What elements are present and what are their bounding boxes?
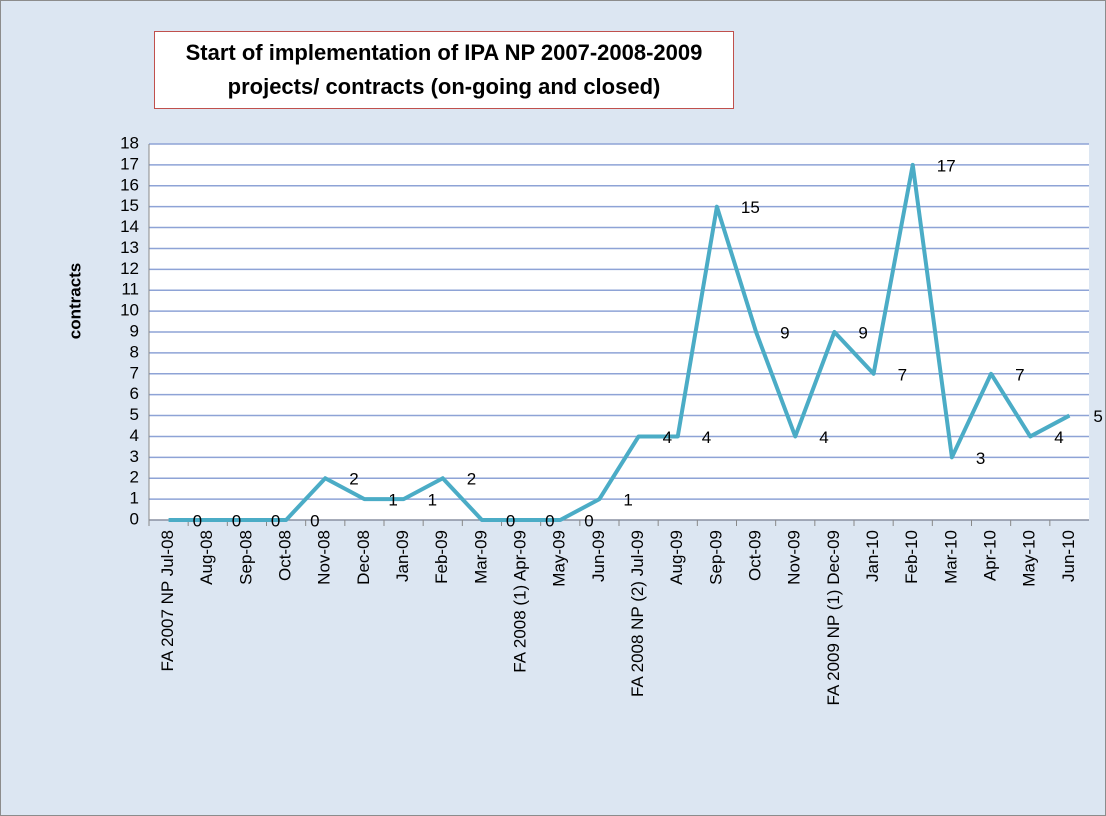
data-label: 9 [780,323,789,342]
x-tick-label: Jun-09 [589,530,608,582]
data-label: 5 [1093,407,1102,426]
y-tick-label: 17 [120,154,139,173]
x-tick-label: FA 2009 NP (1) Dec-09 [824,530,843,705]
data-label: 7 [1015,365,1024,384]
data-label: 2 [349,470,358,489]
y-tick-label: 12 [120,259,139,278]
data-label: 0 [232,511,241,530]
x-tick-label: FA 2008 NP (2) Jul-09 [628,530,647,697]
data-label: 0 [193,511,202,530]
y-tick-label: 11 [121,280,139,299]
chart-title: Start of implementation of IPA NP 2007-2… [154,31,734,109]
x-tick-label: Nov-09 [785,530,804,585]
data-label: 1 [388,491,397,510]
x-tick-label: Feb-09 [432,530,451,584]
x-tick-label: FA 2007 NP Jul-08 [158,530,177,671]
y-tick-label: 8 [130,342,139,361]
x-tick-label: Nov-08 [315,530,334,585]
data-label: 4 [1054,428,1063,447]
data-label: 1 [428,491,437,510]
data-label: 1 [623,491,632,510]
y-tick-label: 15 [120,196,139,215]
data-label: 7 [898,365,907,384]
data-label: 3 [976,449,985,468]
y-tick-label: 0 [130,509,139,528]
x-tick-label: Mar-10 [941,530,960,584]
y-axis-label: contracts [65,263,84,340]
x-tick-label: Oct-08 [276,530,295,581]
data-label: 4 [663,428,672,447]
y-tick-label: 7 [130,363,139,382]
x-tick-label: Aug-08 [197,530,216,585]
y-tick-label: 6 [130,384,139,403]
x-tick-label: Sep-08 [236,530,255,585]
data-line [168,162,1071,522]
x-tick-label: Sep-09 [706,530,725,585]
x-tick-label: Jan-09 [393,530,412,582]
x-tick-label: Jun-10 [1059,530,1078,582]
data-label: 0 [271,511,280,530]
data-label: 0 [545,511,554,530]
y-tick-label: 5 [130,405,139,424]
data-label: 0 [506,511,515,530]
x-tick-label: Dec-08 [354,530,373,585]
x-tick-label: Aug-09 [667,530,686,585]
data-label: 0 [310,511,319,530]
x-tick-label: Feb-10 [902,530,921,584]
x-tick-label: FA 2008 (1) Apr-09 [511,530,530,673]
data-label: 17 [937,156,956,175]
x-tick-label: Apr-10 [981,530,1000,581]
x-tick-label: May-09 [550,530,569,587]
x-tick-label: Oct-09 [746,530,765,581]
y-tick-label: 3 [130,447,139,466]
y-tick-label: 13 [120,238,139,257]
data-label: 4 [702,428,711,447]
x-tick-label: Mar-09 [471,530,490,584]
y-tick-label: 2 [130,468,139,487]
data-label: 4 [819,428,828,447]
x-tick-label: Jan-10 [863,530,882,582]
x-tick-label: May-10 [1020,530,1039,587]
y-tick-label: 4 [130,426,139,445]
y-tick-label: 14 [120,217,139,236]
data-label: 0 [584,511,593,530]
y-tick-label: 9 [130,321,139,340]
data-label: 15 [741,198,760,217]
data-label: 9 [858,323,867,342]
y-tick-label: 18 [120,133,139,152]
data-label: 2 [467,470,476,489]
y-tick-label: 1 [130,489,139,508]
y-tick-label: 10 [120,301,139,320]
y-tick-label: 16 [120,175,139,194]
